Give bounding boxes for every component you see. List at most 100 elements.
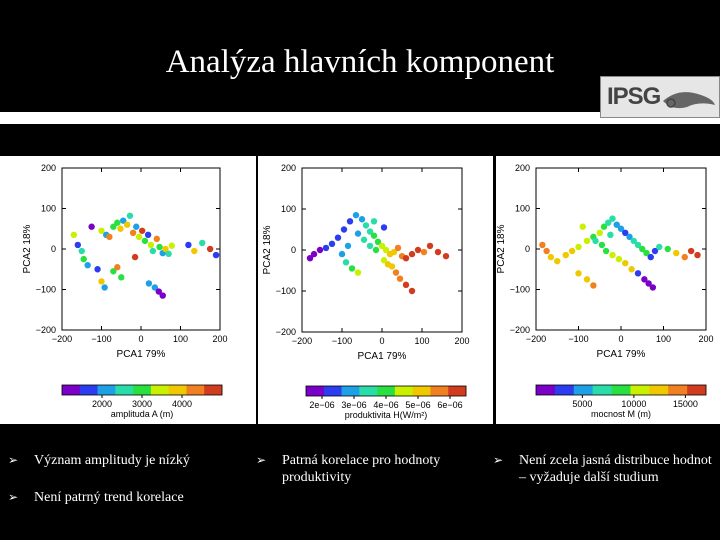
data-point: [651, 247, 659, 255]
colorbar-segment: [323, 386, 342, 396]
data-point: [346, 218, 354, 225]
data-point: [647, 253, 654, 261]
data-point: [607, 231, 614, 239]
data-point: [366, 228, 374, 235]
colorbar-label: produktivita H(W/m²): [345, 410, 428, 420]
data-point: [543, 247, 550, 255]
plot-frame: [301, 167, 463, 333]
x-axis-label: PCA1 79%: [597, 349, 646, 360]
colorbar-tick-label: 5e−06: [405, 400, 430, 410]
data-point: [575, 270, 582, 277]
bullet-text: Není zcela jasná distribuce hodnot – vyž…: [519, 453, 712, 485]
x-tick-label: 200: [454, 336, 469, 346]
data-point: [598, 241, 606, 249]
data-point: [114, 264, 121, 271]
data-point: [388, 263, 396, 270]
data-point: [628, 266, 635, 273]
data-point: [390, 248, 398, 256]
data-point: [568, 247, 576, 255]
colorbar-segment: [133, 385, 152, 395]
colorbar-tick-label: 3e−06: [341, 400, 366, 410]
data-point: [649, 284, 657, 291]
data-point: [306, 255, 314, 262]
data-point: [151, 284, 159, 291]
data-point: [191, 247, 198, 255]
data-point: [348, 265, 356, 272]
x-tick-label: −100: [91, 334, 111, 344]
data-point: [408, 250, 416, 258]
colorbar-frame: [535, 384, 707, 396]
data-point: [370, 218, 378, 225]
data-point: [583, 276, 591, 283]
y-tick-label: 200: [281, 163, 296, 173]
colorbar-segment: [573, 385, 593, 395]
data-point: [98, 227, 105, 234]
colorbar-tick-label: 6e−06: [437, 400, 462, 410]
bullet-text: Význam amplitudy je nízký: [34, 453, 190, 468]
data-point: [374, 238, 382, 245]
data-point: [673, 249, 680, 257]
data-point: [117, 225, 124, 232]
data-point: [613, 221, 620, 228]
x-tick-label: 200: [698, 334, 713, 344]
data-point: [626, 233, 633, 241]
colorbar-segment: [430, 386, 449, 396]
data-point: [338, 250, 346, 258]
logo-graphic: [663, 92, 715, 109]
data-point: [600, 223, 608, 230]
data-point: [434, 248, 442, 256]
y-tick-label: 0: [525, 244, 530, 254]
colorbar-tick-label: 15000: [673, 399, 698, 409]
data-point: [316, 246, 324, 254]
data-point: [110, 223, 117, 230]
data-point: [101, 284, 108, 291]
colorbar-segment: [649, 385, 669, 395]
data-point: [118, 274, 125, 281]
data-point: [135, 233, 143, 241]
colorbar-tick-label: 4000: [172, 399, 192, 409]
data-point: [402, 281, 410, 289]
arrow-bullet-icon: ➢: [493, 453, 504, 467]
data-point: [392, 269, 400, 276]
chart-panel-thickness: −200 −100 0 100 200 200 100 0 −100 −200 PCA1 79% PC…: [496, 156, 720, 424]
y-tick-label: 200: [515, 163, 530, 173]
data-point: [84, 262, 91, 269]
data-point: [212, 251, 220, 259]
logo-text: IPSG: [607, 83, 661, 110]
colorbar-segment: [97, 385, 116, 395]
data-point: [70, 231, 78, 239]
y-tick-label: 100: [515, 204, 530, 214]
data-point: [664, 245, 671, 253]
data-point: [562, 251, 569, 259]
x-tick-label: −200: [292, 336, 312, 346]
chart-panel-amplitude: −200 −100 0 100 200 200 100 0 −100 −200 PCA1 79% PC…: [0, 156, 256, 424]
data-point: [155, 288, 162, 295]
colorbar-segment: [630, 385, 650, 395]
plot-frame: [535, 167, 707, 331]
data-point: [133, 223, 140, 230]
data-point: [328, 240, 336, 248]
data-point: [149, 247, 157, 255]
data-point: [145, 280, 153, 287]
x-tick-label: 100: [173, 334, 188, 344]
y-tick-label: −100: [510, 285, 530, 295]
y-tick-label: 100: [281, 204, 296, 214]
colorbar-segment: [394, 386, 413, 396]
colorbar-tick-label: 5000: [572, 399, 592, 409]
slide-title: Analýza hlavních komponent: [165, 44, 555, 80]
data-point: [656, 243, 663, 251]
scatter-plot-thickness: −200 −100 0 100 200 200 100 0 −100 −200 PCA1 79% PC…: [496, 163, 714, 419]
data-point: [583, 237, 591, 245]
colorbar-segment: [62, 385, 81, 395]
data-point: [141, 237, 149, 245]
data-point: [634, 270, 642, 277]
data-point: [199, 239, 206, 247]
data-point: [634, 241, 642, 249]
data-point: [694, 251, 701, 259]
colorbar-segment: [115, 385, 134, 395]
data-point: [394, 244, 402, 252]
colorbar-segment: [204, 385, 223, 395]
y-axis-label: PCA2 18%: [496, 224, 507, 273]
data-point: [609, 251, 616, 259]
data-point: [592, 237, 599, 245]
